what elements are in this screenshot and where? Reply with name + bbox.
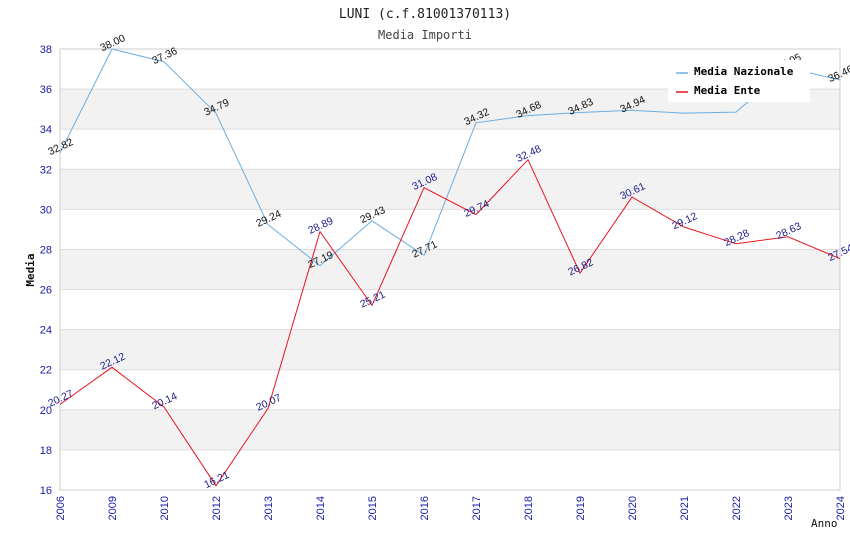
x-axis-label: Anno bbox=[811, 517, 838, 530]
y-axis-label: Media bbox=[24, 253, 37, 286]
grid-band bbox=[60, 409, 840, 450]
data-label-media-ente: 28.63 bbox=[774, 220, 803, 242]
x-tick-label: 2015 bbox=[367, 496, 379, 520]
data-label-media-nazionale: 36.46 bbox=[826, 63, 850, 85]
x-tick-label: 2019 bbox=[575, 496, 587, 520]
x-tick-label: 2016 bbox=[419, 496, 431, 520]
y-tick-label: 22 bbox=[40, 365, 52, 377]
x-tick-label: 2014 bbox=[315, 496, 327, 520]
y-tick-label: 38 bbox=[40, 44, 52, 56]
data-label-media-ente: 27.54 bbox=[826, 242, 850, 264]
y-tick-label: 18 bbox=[40, 445, 52, 457]
x-tick-label: 2024 bbox=[835, 496, 847, 520]
x-tick-label: 2022 bbox=[731, 496, 743, 520]
x-tick-label: 2021 bbox=[679, 496, 691, 520]
data-label-media-ente: 20.27 bbox=[46, 388, 75, 410]
x-axis-ticks: 2006 2009 2010 2012 2013 2014 2015 2016 2017 2018… bbox=[55, 496, 847, 520]
data-label-media-ente: 28.28 bbox=[722, 227, 751, 249]
x-tick-label: 2012 bbox=[211, 496, 223, 520]
plot-frame bbox=[59, 48, 841, 491]
x-tick-label: 2018 bbox=[523, 496, 535, 520]
y-tick-label: 28 bbox=[40, 244, 52, 256]
y-tick-label: 30 bbox=[40, 204, 52, 216]
legend-label-media-nazionale: Media Nazionale bbox=[694, 65, 794, 78]
y-tick-label: 26 bbox=[40, 285, 52, 297]
data-label-media-nazionale: 29.24 bbox=[254, 208, 283, 230]
y-tick-label: 16 bbox=[40, 485, 52, 497]
series-line-media-nazionale bbox=[59, 48, 841, 267]
x-tick-label: 2023 bbox=[783, 496, 795, 520]
grid-band bbox=[60, 329, 840, 370]
data-label-media-nazionale: 38.00 bbox=[98, 32, 127, 54]
data-label-media-ente: 29.12 bbox=[670, 210, 699, 232]
data-label-media-nazionale: 32.82 bbox=[46, 136, 75, 158]
y-tick-label: 34 bbox=[40, 124, 52, 136]
y-tick-label: 36 bbox=[40, 84, 52, 96]
grid-band bbox=[60, 249, 840, 290]
chart-subtitle: Media Importi bbox=[378, 28, 472, 42]
x-tick-label: 2006 bbox=[55, 496, 67, 520]
y-axis-ticks: 16 18 20 22 24 26 28 30 32 34 36 38 bbox=[40, 44, 52, 497]
legend: Media Nazionale Media Ente bbox=[668, 60, 810, 102]
x-tick-label: 2009 bbox=[107, 496, 119, 520]
series-line-media-ente bbox=[59, 158, 841, 487]
y-tick-label: 20 bbox=[40, 405, 52, 417]
x-tick-label: 2013 bbox=[263, 496, 275, 520]
series-lines bbox=[59, 48, 841, 487]
x-tick-label: 2017 bbox=[471, 496, 483, 520]
legend-label-media-ente: Media Ente bbox=[694, 84, 761, 97]
y-tick-label: 24 bbox=[40, 325, 52, 337]
x-tick-label: 2010 bbox=[159, 496, 171, 520]
legend-box bbox=[668, 60, 810, 102]
data-label-media-nazionale: 37.36 bbox=[150, 45, 179, 67]
x-tick-label: 2020 bbox=[627, 496, 639, 520]
y-tick-label: 32 bbox=[40, 164, 52, 176]
chart-title: LUNI (c.f.81001370113) bbox=[339, 7, 511, 22]
grid-bands bbox=[60, 89, 840, 450]
